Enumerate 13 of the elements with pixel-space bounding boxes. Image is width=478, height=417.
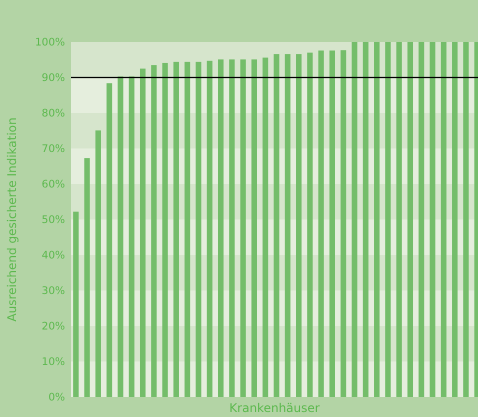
- x-axis-title: Krankenhäuser: [229, 401, 320, 415]
- y-tick-label: 100%: [34, 36, 66, 49]
- y-tick-label: 30%: [42, 285, 66, 298]
- y-tick-label: 80%: [42, 108, 66, 120]
- y-tick-label: 90%: [42, 72, 66, 84]
- y-tick-label: 50%: [42, 214, 66, 226]
- y-tick-label: 20%: [42, 320, 66, 333]
- y-axis-title: Ausreichend gesicherte Indikation: [5, 117, 19, 322]
- y-tick-label: 40%: [42, 250, 66, 262]
- y-tick-label: 70%: [42, 143, 66, 156]
- y-tick-label: 10%: [42, 356, 66, 368]
- y-tick-label: 60%: [42, 178, 66, 191]
- y-tick-label: 0%: [48, 392, 66, 404]
